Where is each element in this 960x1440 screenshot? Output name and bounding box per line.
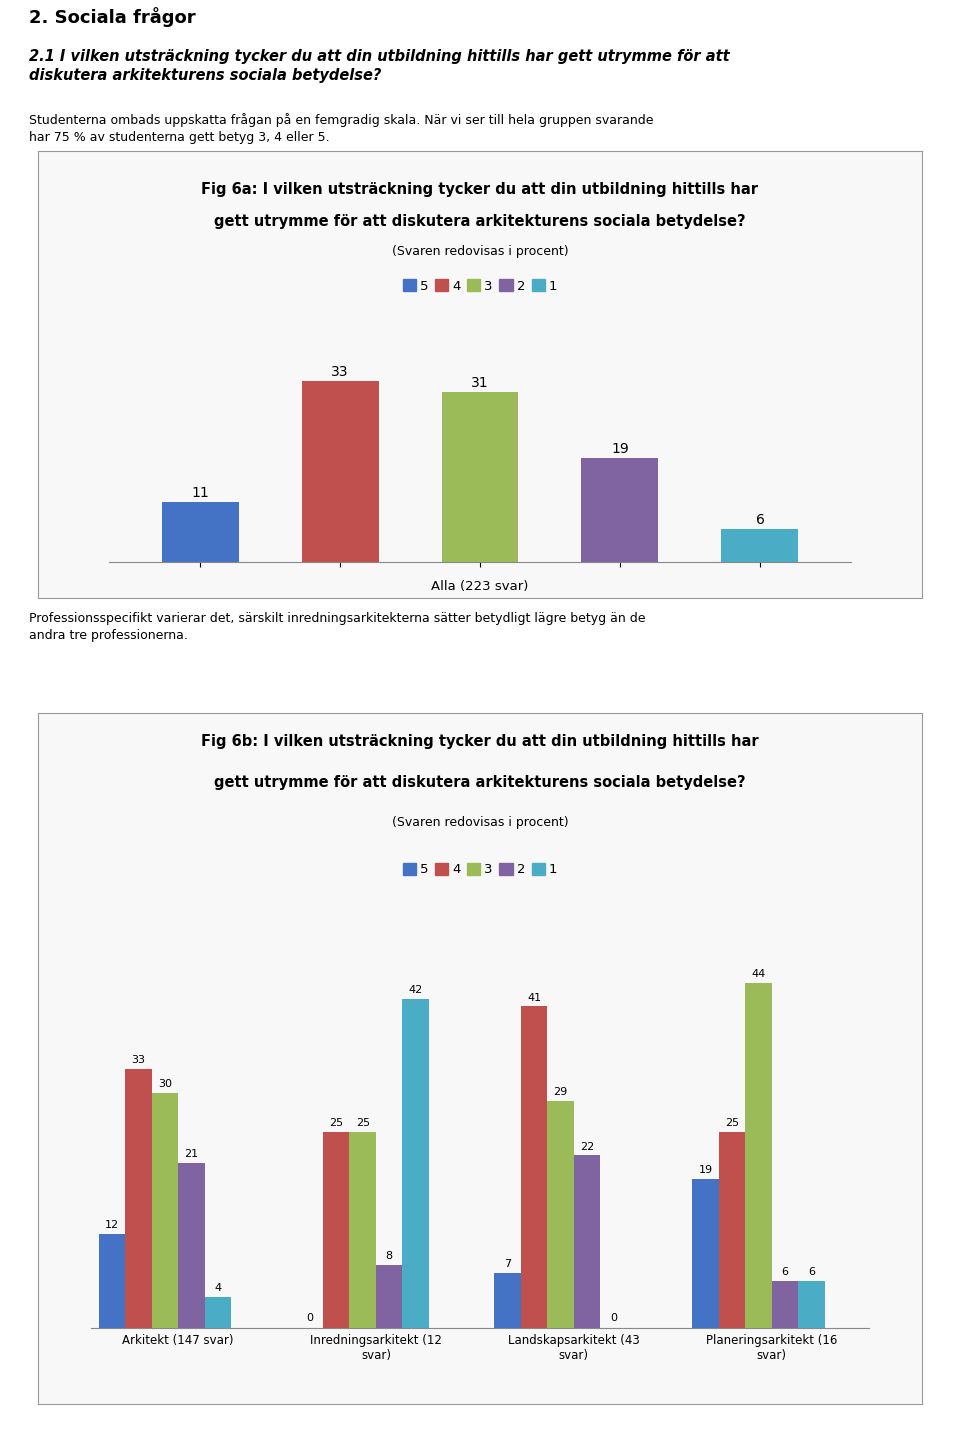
Bar [301,382,378,562]
Text: 4: 4 [214,1283,222,1293]
Bar [719,1132,745,1328]
Bar [442,392,518,562]
X-axis label: Alla (223 svar): Alla (223 svar) [431,580,529,593]
Text: 19: 19 [698,1165,712,1175]
Bar [582,458,659,562]
Bar [323,1132,349,1328]
Text: Studenterna ombads uppskatta frågan på en femgradig skala. När vi ser till hela : Studenterna ombads uppskatta frågan på e… [29,114,654,144]
Bar [798,1282,825,1328]
Text: 33: 33 [132,1056,145,1066]
Bar [692,1179,719,1328]
Bar [179,1164,204,1328]
Text: 25: 25 [355,1117,370,1128]
Bar [204,1296,231,1328]
Text: 29: 29 [554,1087,567,1097]
Bar [152,1093,179,1328]
Text: 2. Sociala frågor: 2. Sociala frågor [29,7,196,27]
Text: 25: 25 [725,1117,739,1128]
Bar [722,528,799,562]
Text: 42: 42 [409,985,422,995]
Text: 11: 11 [191,485,209,500]
Text: 22: 22 [580,1142,594,1152]
Bar [745,984,772,1328]
Bar [520,1007,547,1328]
Bar [772,1282,798,1328]
Text: 44: 44 [752,969,765,979]
Text: Fig 6b: I vilken utsträckning tycker du att din utbildning hittills har: Fig 6b: I vilken utsträckning tycker du … [202,733,758,749]
Text: (Svaren redovisas i procent): (Svaren redovisas i procent) [392,245,568,258]
Legend: 5, 4, 3, 2, 1: 5, 4, 3, 2, 1 [397,274,563,298]
Text: 41: 41 [527,992,541,1002]
Bar [494,1273,520,1328]
Text: 0: 0 [306,1313,313,1323]
Text: 0: 0 [611,1313,617,1323]
Text: 31: 31 [471,376,489,390]
Text: 12: 12 [105,1220,119,1230]
Bar [125,1068,152,1328]
Bar [547,1100,574,1328]
Text: (Svaren redovisas i procent): (Svaren redovisas i procent) [392,816,568,829]
Legend: 5, 4, 3, 2, 1: 5, 4, 3, 2, 1 [397,858,563,881]
Text: Professionsspecifikt varierar det, särskilt inredningsarkitekterna sätter betydl: Professionsspecifikt varierar det, särsk… [29,612,645,642]
Bar [574,1155,600,1328]
Text: gett utrymme för att diskutera arkitekturens sociala betydelse?: gett utrymme för att diskutera arkitektu… [214,775,746,791]
Bar [376,1266,402,1328]
Text: 2.1 I vilken utsträckning tycker du att din utbildning hittills har gett utrymme: 2.1 I vilken utsträckning tycker du att … [29,49,730,84]
Text: 25: 25 [329,1117,344,1128]
Text: 6: 6 [781,1267,788,1277]
Text: 21: 21 [184,1149,199,1159]
Text: 7: 7 [504,1259,511,1269]
Text: 8: 8 [386,1251,393,1261]
Bar [402,998,429,1328]
Text: 19: 19 [612,442,629,456]
Text: 33: 33 [331,366,348,379]
Text: gett utrymme för att diskutera arkitekturens sociala betydelse?: gett utrymme för att diskutera arkitektu… [214,213,746,229]
Bar [349,1132,376,1328]
Text: Fig 6a: I vilken utsträckning tycker du att din utbildning hittills har: Fig 6a: I vilken utsträckning tycker du … [202,183,758,197]
Text: 6: 6 [756,513,764,527]
Bar [161,501,238,562]
Bar [99,1234,125,1328]
Text: 30: 30 [157,1079,172,1089]
Text: 6: 6 [808,1267,815,1277]
